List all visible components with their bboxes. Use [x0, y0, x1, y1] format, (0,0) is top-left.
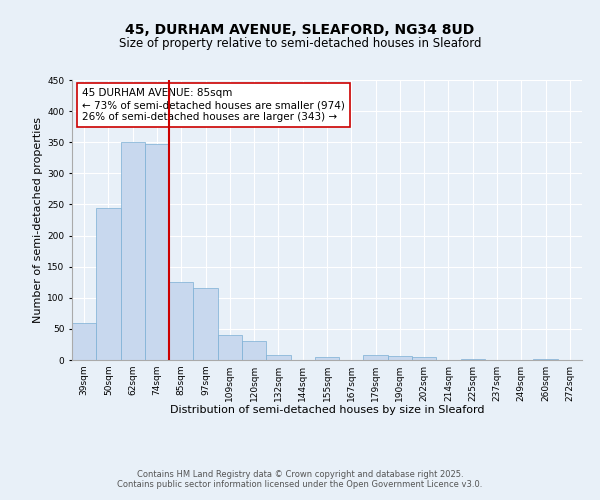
Bar — [242, 342, 266, 360]
X-axis label: Distribution of semi-detached houses by size in Sleaford: Distribution of semi-detached houses by … — [170, 406, 484, 415]
Bar — [364, 355, 388, 360]
Text: 45 DURHAM AVENUE: 85sqm
← 73% of semi-detached houses are smaller (974)
26% of s: 45 DURHAM AVENUE: 85sqm ← 73% of semi-de… — [82, 88, 345, 122]
Text: Size of property relative to semi-detached houses in Sleaford: Size of property relative to semi-detach… — [119, 38, 481, 51]
Text: 45, DURHAM AVENUE, SLEAFORD, NG34 8UD: 45, DURHAM AVENUE, SLEAFORD, NG34 8UD — [125, 22, 475, 36]
Bar — [461, 359, 485, 360]
Bar — [388, 356, 412, 360]
Bar — [72, 322, 96, 360]
Text: Contains HM Land Registry data © Crown copyright and database right 2025.
Contai: Contains HM Land Registry data © Crown c… — [118, 470, 482, 489]
Bar — [218, 335, 242, 360]
Bar — [193, 288, 218, 360]
Y-axis label: Number of semi-detached properties: Number of semi-detached properties — [33, 117, 43, 323]
Bar — [266, 355, 290, 360]
Bar — [412, 357, 436, 360]
Bar — [533, 359, 558, 360]
Bar — [169, 282, 193, 360]
Bar — [145, 144, 169, 360]
Bar — [315, 357, 339, 360]
Bar — [121, 142, 145, 360]
Bar — [96, 208, 121, 360]
